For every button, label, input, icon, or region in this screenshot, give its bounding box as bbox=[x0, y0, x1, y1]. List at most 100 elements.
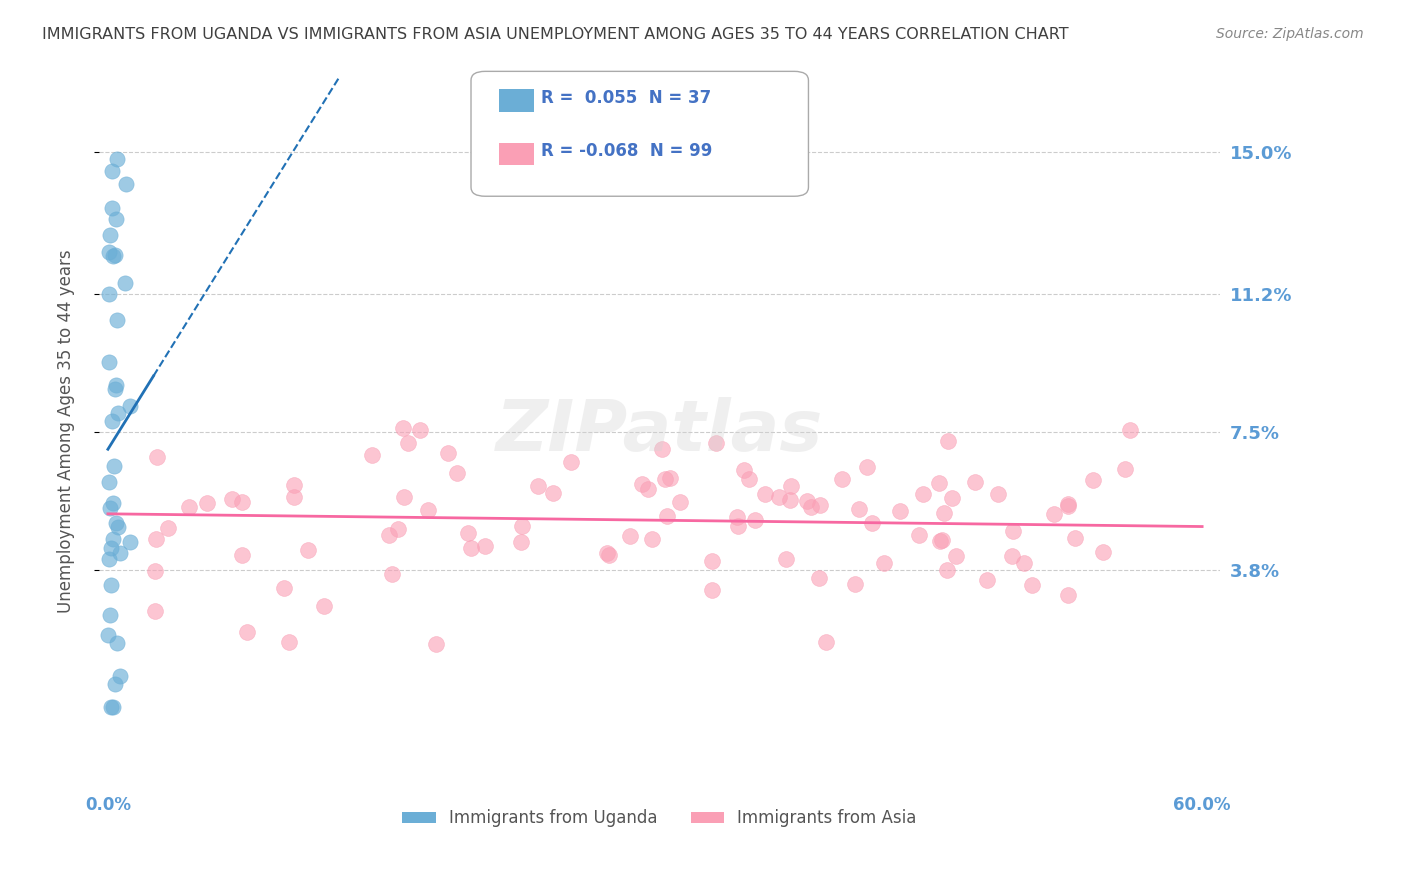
Point bbox=[108, 669, 131, 683]
Point bbox=[104, 516, 127, 531]
Point bbox=[779, 492, 801, 507]
Point bbox=[929, 533, 952, 548]
Point bbox=[807, 571, 830, 585]
Point bbox=[98, 286, 121, 301]
Point bbox=[396, 435, 419, 450]
Point bbox=[195, 496, 218, 510]
Point bbox=[596, 546, 619, 560]
Point bbox=[418, 503, 440, 517]
Point bbox=[104, 382, 127, 396]
Point bbox=[273, 581, 295, 595]
Point bbox=[457, 525, 479, 540]
Point bbox=[1056, 497, 1078, 511]
Point bbox=[800, 500, 823, 514]
Point bbox=[814, 635, 837, 649]
Point bbox=[361, 448, 384, 462]
Y-axis label: Unemployment Among Ages 35 to 44 years: Unemployment Among Ages 35 to 44 years bbox=[58, 250, 75, 614]
Point bbox=[103, 459, 125, 474]
Point bbox=[1001, 549, 1024, 564]
Point bbox=[104, 677, 127, 691]
Point bbox=[114, 276, 136, 290]
Point bbox=[1057, 588, 1080, 602]
Point bbox=[118, 399, 141, 413]
Point bbox=[928, 475, 950, 490]
Point bbox=[97, 475, 120, 489]
Point bbox=[104, 248, 127, 262]
Point bbox=[963, 475, 986, 490]
Point bbox=[115, 178, 138, 192]
Point bbox=[297, 542, 319, 557]
Point bbox=[100, 577, 122, 591]
Point bbox=[1043, 507, 1066, 521]
Point bbox=[598, 548, 620, 562]
Point bbox=[392, 421, 415, 435]
Point bbox=[101, 700, 124, 714]
Point bbox=[100, 541, 122, 555]
Point bbox=[105, 377, 128, 392]
Point bbox=[651, 442, 673, 457]
Point bbox=[619, 528, 641, 542]
Point bbox=[704, 436, 727, 450]
Point bbox=[101, 414, 124, 428]
Point bbox=[931, 533, 953, 547]
Point bbox=[856, 459, 879, 474]
Point bbox=[527, 479, 550, 493]
Point bbox=[108, 546, 131, 560]
Point bbox=[831, 472, 853, 486]
Point bbox=[460, 541, 482, 555]
Point bbox=[425, 637, 447, 651]
Point bbox=[101, 496, 124, 510]
Point bbox=[768, 490, 790, 504]
Point bbox=[283, 478, 305, 492]
Point bbox=[725, 509, 748, 524]
Point bbox=[474, 539, 496, 553]
Point bbox=[738, 472, 761, 486]
Point bbox=[107, 406, 129, 420]
Point bbox=[143, 564, 166, 578]
Point bbox=[100, 699, 122, 714]
Point bbox=[889, 504, 911, 518]
Point bbox=[1056, 499, 1078, 513]
Point bbox=[107, 519, 129, 533]
Point bbox=[97, 552, 120, 566]
Point bbox=[700, 554, 723, 568]
Text: ZIPatlas: ZIPatlas bbox=[496, 397, 824, 467]
Point bbox=[446, 466, 468, 480]
Point bbox=[541, 485, 564, 500]
Text: R =  0.055  N = 37: R = 0.055 N = 37 bbox=[541, 88, 711, 106]
Point bbox=[810, 499, 832, 513]
Point bbox=[641, 533, 664, 547]
Point bbox=[987, 487, 1010, 501]
Point bbox=[668, 495, 690, 509]
Point bbox=[907, 528, 929, 542]
Point bbox=[844, 577, 866, 591]
Point bbox=[143, 604, 166, 618]
Point bbox=[378, 528, 401, 542]
Point bbox=[101, 201, 124, 215]
Point bbox=[409, 423, 432, 437]
Text: IMMIGRANTS FROM UGANDA VS IMMIGRANTS FROM ASIA UNEMPLOYMENT AMONG AGES 35 TO 44 : IMMIGRANTS FROM UGANDA VS IMMIGRANTS FRO… bbox=[42, 27, 1069, 42]
Point bbox=[873, 556, 896, 570]
Point bbox=[437, 445, 460, 459]
Point bbox=[744, 513, 766, 527]
Point bbox=[98, 607, 121, 622]
Legend: Immigrants from Uganda, Immigrants from Asia: Immigrants from Uganda, Immigrants from … bbox=[395, 803, 924, 834]
Point bbox=[1092, 544, 1115, 558]
Point bbox=[145, 450, 167, 464]
Point bbox=[659, 471, 682, 485]
Point bbox=[221, 492, 243, 507]
Point bbox=[100, 163, 122, 178]
Point bbox=[1119, 423, 1142, 437]
Point bbox=[381, 566, 404, 581]
Point bbox=[105, 212, 128, 227]
Point bbox=[103, 532, 125, 546]
Point bbox=[101, 249, 124, 263]
Point bbox=[98, 227, 121, 242]
Point bbox=[1012, 556, 1035, 570]
Point bbox=[510, 535, 533, 549]
Point bbox=[97, 627, 120, 641]
Point bbox=[97, 355, 120, 369]
Point bbox=[935, 563, 957, 577]
Point bbox=[976, 573, 998, 587]
Point bbox=[655, 509, 678, 524]
